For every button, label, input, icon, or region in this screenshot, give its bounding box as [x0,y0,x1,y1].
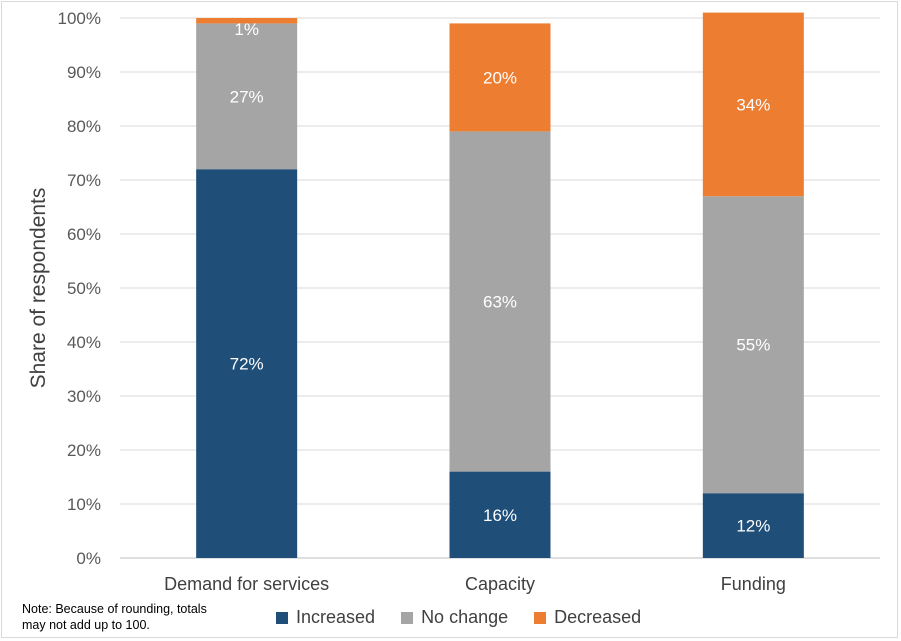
rounding-note: Note: Because of rounding, totals may no… [22,601,252,633]
legend-swatch-increased [276,611,288,624]
legend-swatch-no-change [401,611,414,624]
bar-decreased [196,18,298,24]
y-tick-label: 20% [67,441,101,460]
bar-increased [702,493,804,558]
legend-label-increased: Increased [296,607,376,627]
legend-item-decreased: Decreased [534,607,641,628]
y-tick-label: 50% [67,279,101,298]
data-label: 72% [230,355,264,374]
y-tick-label: 70% [67,171,101,190]
y-tick-label: 60% [67,225,101,244]
note-line-1: Note: Because of rounding, totals [22,602,207,616]
legend-label-decreased: Decreased [554,607,642,627]
data-label: 12% [736,517,770,536]
y-tick-label: 10% [67,495,101,514]
data-label: 27% [230,87,264,106]
bar-increased [196,169,298,558]
x-tick-label: Capacity [465,574,535,594]
y-tick-label: 40% [67,333,101,352]
note-line-2: may not add up to 100. [22,618,150,632]
y-tick-label: 0% [76,549,101,568]
legend: Increased No change Decreased [276,607,641,628]
x-tick-label: Demand for services [164,574,329,594]
bar-decreased [449,23,551,132]
bar-no-change [449,131,551,472]
data-label: 16% [483,506,517,525]
data-label: 63% [483,293,517,312]
legend-item-increased: Increased [276,607,375,628]
x-tick-label: Funding [721,574,786,594]
bar-increased [449,471,551,558]
bar-no-change [196,23,298,170]
legend-item-no-change: No change [401,607,508,628]
legend-label-no-change: No change [421,607,509,627]
y-axis-title: Share of respondents [27,188,50,389]
y-tick-label: 100% [58,9,101,28]
bar-decreased [702,12,804,197]
data-label: 55% [736,336,770,355]
data-label: 20% [483,68,517,87]
y-tick-label: 30% [67,387,101,406]
data-label: 1% [234,20,259,39]
y-tick-label: 80% [67,117,101,136]
bar-no-change [702,196,804,494]
legend-swatch-decreased [534,611,547,624]
y-tick-label: 90% [67,63,101,82]
data-label: 34% [736,95,770,114]
